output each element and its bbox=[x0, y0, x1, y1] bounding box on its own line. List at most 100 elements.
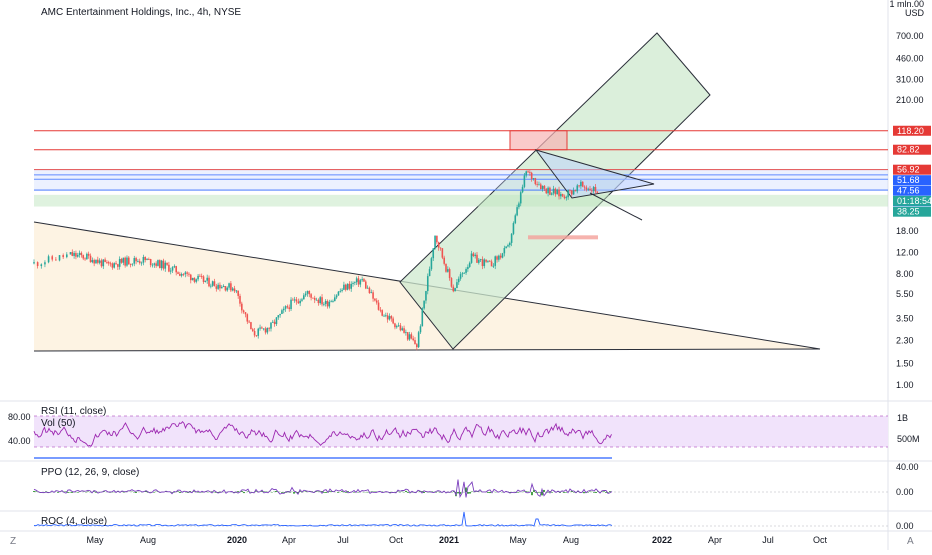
candle-body bbox=[474, 254, 476, 257]
ppo-tick: 0.00 bbox=[896, 487, 914, 497]
candle-body bbox=[359, 280, 362, 285]
candle-body bbox=[107, 262, 110, 264]
candle-body bbox=[231, 288, 234, 291]
candle-body bbox=[421, 308, 424, 327]
candle-body bbox=[102, 259, 105, 267]
currency-top: 1 mln.00 bbox=[889, 0, 924, 9]
candle-body bbox=[361, 279, 363, 281]
candle-body bbox=[131, 263, 134, 265]
candle-body bbox=[206, 277, 208, 281]
candle-body bbox=[297, 301, 300, 304]
candle-body bbox=[200, 276, 203, 277]
candle-body bbox=[478, 259, 480, 263]
candle-body bbox=[518, 203, 520, 208]
candle-body bbox=[425, 291, 427, 301]
candle-body bbox=[333, 297, 336, 302]
candle-body bbox=[405, 332, 407, 333]
candle-body bbox=[512, 223, 515, 234]
candle-body bbox=[410, 334, 413, 339]
candle-body bbox=[284, 306, 287, 309]
candle-body bbox=[235, 290, 238, 292]
candle-body bbox=[266, 327, 269, 333]
candle-body bbox=[122, 257, 125, 263]
candle-body bbox=[448, 269, 451, 279]
candle-body bbox=[188, 273, 190, 275]
candle-body bbox=[436, 235, 438, 243]
candle-body bbox=[217, 284, 219, 289]
candle-body bbox=[594, 186, 597, 192]
candle-body bbox=[133, 258, 136, 264]
candle-body bbox=[175, 266, 177, 273]
candle-body bbox=[447, 269, 449, 272]
candle-body bbox=[388, 316, 391, 320]
candle-body bbox=[115, 263, 117, 265]
candle-body bbox=[40, 264, 43, 267]
candle-body bbox=[168, 264, 170, 272]
candle-body bbox=[368, 287, 371, 294]
candle-body bbox=[510, 233, 513, 243]
candle-body bbox=[244, 312, 247, 315]
rsi-label: RSI (11, close) bbox=[41, 406, 107, 417]
candle-body bbox=[343, 284, 345, 290]
candle-body bbox=[315, 299, 318, 301]
candle-body bbox=[135, 258, 137, 262]
candle-body bbox=[69, 252, 72, 255]
candle-body bbox=[100, 260, 103, 267]
candle-body bbox=[372, 292, 374, 299]
triangle-breakdown-line bbox=[589, 192, 643, 221]
candle-body bbox=[596, 191, 599, 193]
candle-body bbox=[332, 301, 334, 302]
candle-body bbox=[84, 258, 86, 260]
auto-scale-icon[interactable]: A bbox=[907, 536, 914, 547]
candle-body bbox=[426, 276, 429, 292]
candle-body bbox=[492, 265, 495, 267]
candle-body bbox=[286, 306, 289, 308]
candle-body bbox=[127, 257, 130, 265]
candle-body bbox=[288, 307, 291, 310]
candle-body bbox=[463, 272, 466, 274]
candle-body bbox=[344, 284, 347, 290]
candle-body bbox=[346, 283, 349, 290]
candle-body bbox=[543, 185, 546, 189]
candle-body bbox=[173, 266, 176, 268]
candle-body bbox=[377, 302, 380, 310]
x-tick-label: 2021 bbox=[439, 535, 459, 545]
y-tick-label: 12.00 bbox=[896, 248, 919, 258]
candle-body bbox=[472, 253, 475, 257]
candle-body bbox=[73, 253, 75, 256]
ppo-line bbox=[33, 479, 613, 499]
candle-body bbox=[428, 269, 431, 277]
candle-body bbox=[450, 278, 453, 287]
candle-body bbox=[111, 263, 114, 268]
candle-body bbox=[505, 246, 507, 249]
candle-body bbox=[339, 290, 342, 292]
candle-body bbox=[317, 299, 320, 304]
candle-body bbox=[197, 275, 199, 280]
candle-body bbox=[490, 261, 493, 267]
candle-body bbox=[312, 297, 314, 299]
candle-body bbox=[583, 186, 586, 188]
candle-body bbox=[153, 263, 156, 265]
candle-body bbox=[124, 257, 126, 266]
x-tick-label: Apr bbox=[282, 535, 296, 545]
candle-body bbox=[171, 267, 174, 271]
candle-body bbox=[277, 315, 280, 318]
timezone-icon[interactable]: Z bbox=[10, 536, 17, 547]
candle-body bbox=[581, 181, 584, 187]
x-tick-label: May bbox=[86, 535, 104, 545]
candle-body bbox=[259, 327, 261, 329]
candle-body bbox=[408, 334, 411, 340]
candle-body bbox=[248, 321, 250, 323]
candle-body bbox=[95, 259, 97, 264]
candle-body bbox=[527, 171, 529, 173]
candle-body bbox=[268, 327, 270, 329]
candle-body bbox=[567, 190, 569, 198]
candle-body bbox=[454, 287, 456, 292]
candle-body bbox=[589, 188, 591, 191]
candle-body bbox=[570, 190, 573, 195]
candle-body bbox=[151, 264, 154, 266]
price-tag-label: 38.25 bbox=[897, 207, 920, 217]
candle-body bbox=[357, 278, 360, 285]
candle-body bbox=[521, 186, 524, 193]
